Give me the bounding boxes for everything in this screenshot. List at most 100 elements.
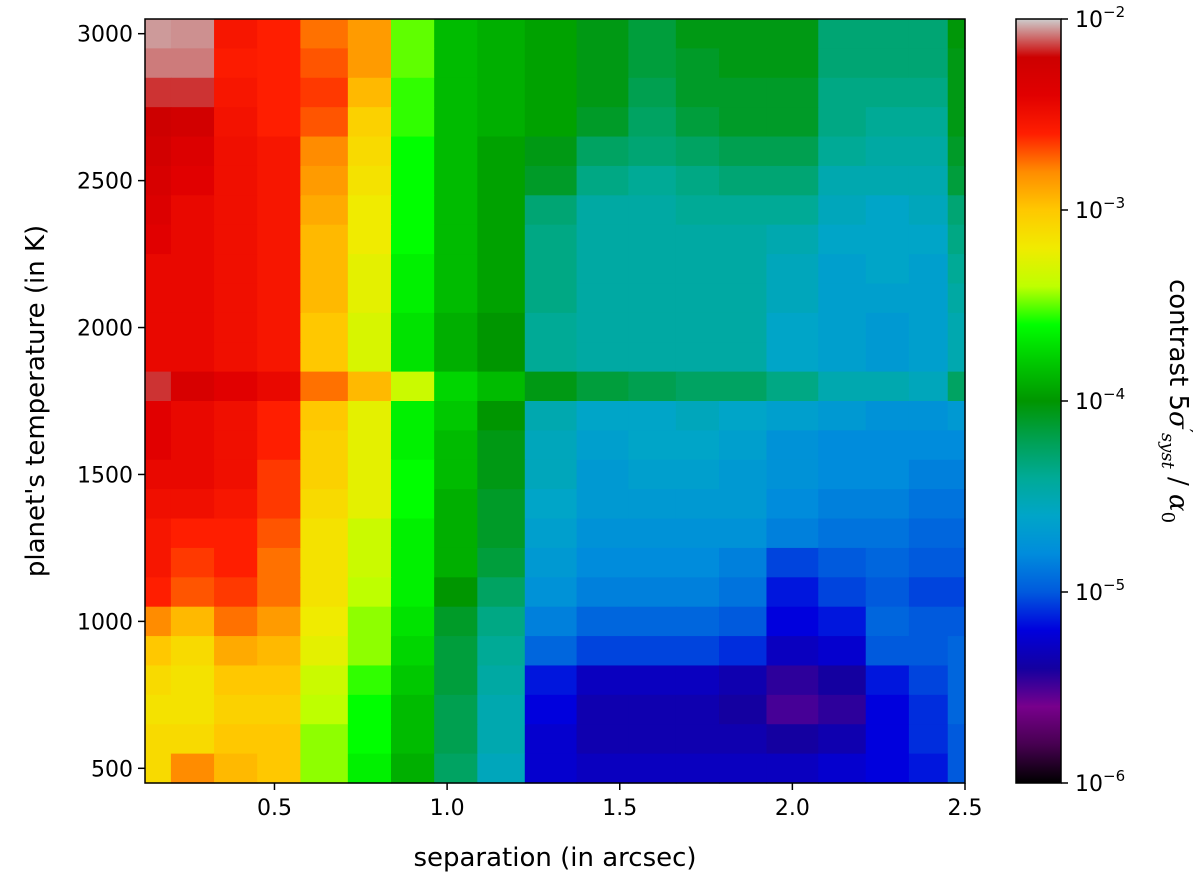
heatmap-cell — [434, 665, 478, 696]
heatmap-cell — [576, 694, 629, 725]
heatmap-cell — [391, 195, 435, 226]
heatmap-cell — [865, 107, 910, 138]
heatmap-cell — [434, 19, 478, 49]
plot-frame — [144, 18, 966, 784]
heatmap-cell — [818, 165, 867, 196]
heatmap-cell — [477, 606, 526, 637]
heatmap-cell — [257, 753, 301, 784]
heatmap-cell — [865, 254, 910, 285]
heatmap-cell — [524, 48, 578, 79]
heatmap-cell — [908, 19, 949, 49]
y-tick-label: 3000 — [77, 23, 133, 48]
heatmap-cell — [908, 195, 949, 226]
heatmap-cell — [908, 224, 949, 255]
heatmap-cell — [477, 518, 526, 549]
heatmap-cell — [719, 694, 768, 725]
heatmap-cell — [434, 606, 478, 637]
heatmap-cell — [947, 165, 966, 196]
heatmap-cell — [477, 753, 526, 784]
heatmap-cell — [145, 224, 172, 255]
heatmap-cell — [477, 283, 526, 314]
heatmap-cell — [300, 77, 349, 108]
heatmap-cell — [391, 312, 435, 343]
heatmap-cell — [347, 547, 392, 578]
heatmap-cell — [257, 224, 301, 255]
heatmap-cell — [145, 165, 172, 196]
heatmap-cell — [347, 459, 392, 490]
heatmap-cell — [719, 518, 768, 549]
heatmap-cell — [300, 459, 349, 490]
heatmap-cell — [908, 636, 949, 667]
heatmap-cell — [675, 342, 720, 373]
heatmap-cell — [576, 724, 629, 755]
heatmap-cell — [766, 430, 819, 461]
heatmap-cell — [145, 48, 172, 79]
heatmap-cell — [947, 665, 966, 696]
heatmap-cell — [628, 48, 677, 79]
heatmap-cell — [145, 401, 172, 431]
heatmap-cell — [818, 77, 867, 108]
heatmap-cell — [865, 606, 910, 637]
heatmap-cell — [170, 283, 215, 314]
heatmap-cell — [576, 48, 629, 79]
heatmap-cell — [719, 724, 768, 755]
heatmap-cell — [300, 283, 349, 314]
heatmap-cell — [719, 254, 768, 285]
heatmap-cell — [908, 430, 949, 461]
heatmap-cell — [766, 606, 819, 637]
heatmap-cell — [818, 724, 867, 755]
heatmap-cell — [818, 136, 867, 167]
heatmap-cell — [908, 136, 949, 167]
heatmap-cell — [719, 606, 768, 637]
heatmap-cell — [524, 19, 578, 49]
heatmap-cell — [719, 753, 768, 784]
heatmap-cell — [908, 342, 949, 373]
heatmap-cell — [576, 636, 629, 667]
heatmap-cell — [170, 136, 215, 167]
heatmap-cell — [145, 518, 172, 549]
heatmap-cell — [257, 312, 301, 343]
heatmap-cell — [145, 636, 172, 667]
heatmap-cell — [300, 547, 349, 578]
heatmap-cell — [908, 547, 949, 578]
heatmap-cell — [214, 636, 258, 667]
heatmap-cell — [214, 107, 258, 138]
heatmap-cell — [576, 136, 629, 167]
heatmap-cell — [908, 694, 949, 725]
heatmap-cell — [145, 665, 172, 696]
heatmap-cell — [719, 48, 768, 79]
heatmap-cell — [818, 547, 867, 578]
heatmap-cell — [524, 694, 578, 725]
heatmap-cell — [766, 577, 819, 608]
heatmap-cell — [524, 753, 578, 784]
heatmap-cell — [628, 636, 677, 667]
heatmap-cell — [434, 753, 478, 784]
heatmap-cell — [865, 136, 910, 167]
heatmap-cell — [628, 489, 677, 520]
heatmap-cell — [477, 224, 526, 255]
heatmap-cell — [170, 77, 215, 108]
heatmap-cell — [865, 547, 910, 578]
heatmap-cell — [257, 48, 301, 79]
heatmap-cell — [865, 342, 910, 373]
heatmap-cell — [214, 77, 258, 108]
heatmap-cell — [947, 342, 966, 373]
heatmap-cell — [947, 724, 966, 755]
heatmap-cell — [865, 518, 910, 549]
heatmap-cell — [675, 753, 720, 784]
heatmap-cell — [145, 312, 172, 343]
heatmap-cell — [719, 224, 768, 255]
heatmap-cell — [576, 665, 629, 696]
heatmap-cell — [214, 724, 258, 755]
heatmap-cell — [145, 489, 172, 520]
x-axis-ticks: 0.5 1.0 1.5 2.0 2.5 — [257, 783, 983, 821]
heatmap-cell — [719, 107, 768, 138]
heatmap-cell — [434, 518, 478, 549]
heatmap-cell — [576, 753, 629, 784]
heatmap-cell — [576, 547, 629, 578]
heatmap-cell — [908, 283, 949, 314]
heatmap-cell — [947, 606, 966, 637]
heatmap-cell — [145, 724, 172, 755]
heatmap-cell — [257, 459, 301, 490]
heatmap-cell — [214, 430, 258, 461]
